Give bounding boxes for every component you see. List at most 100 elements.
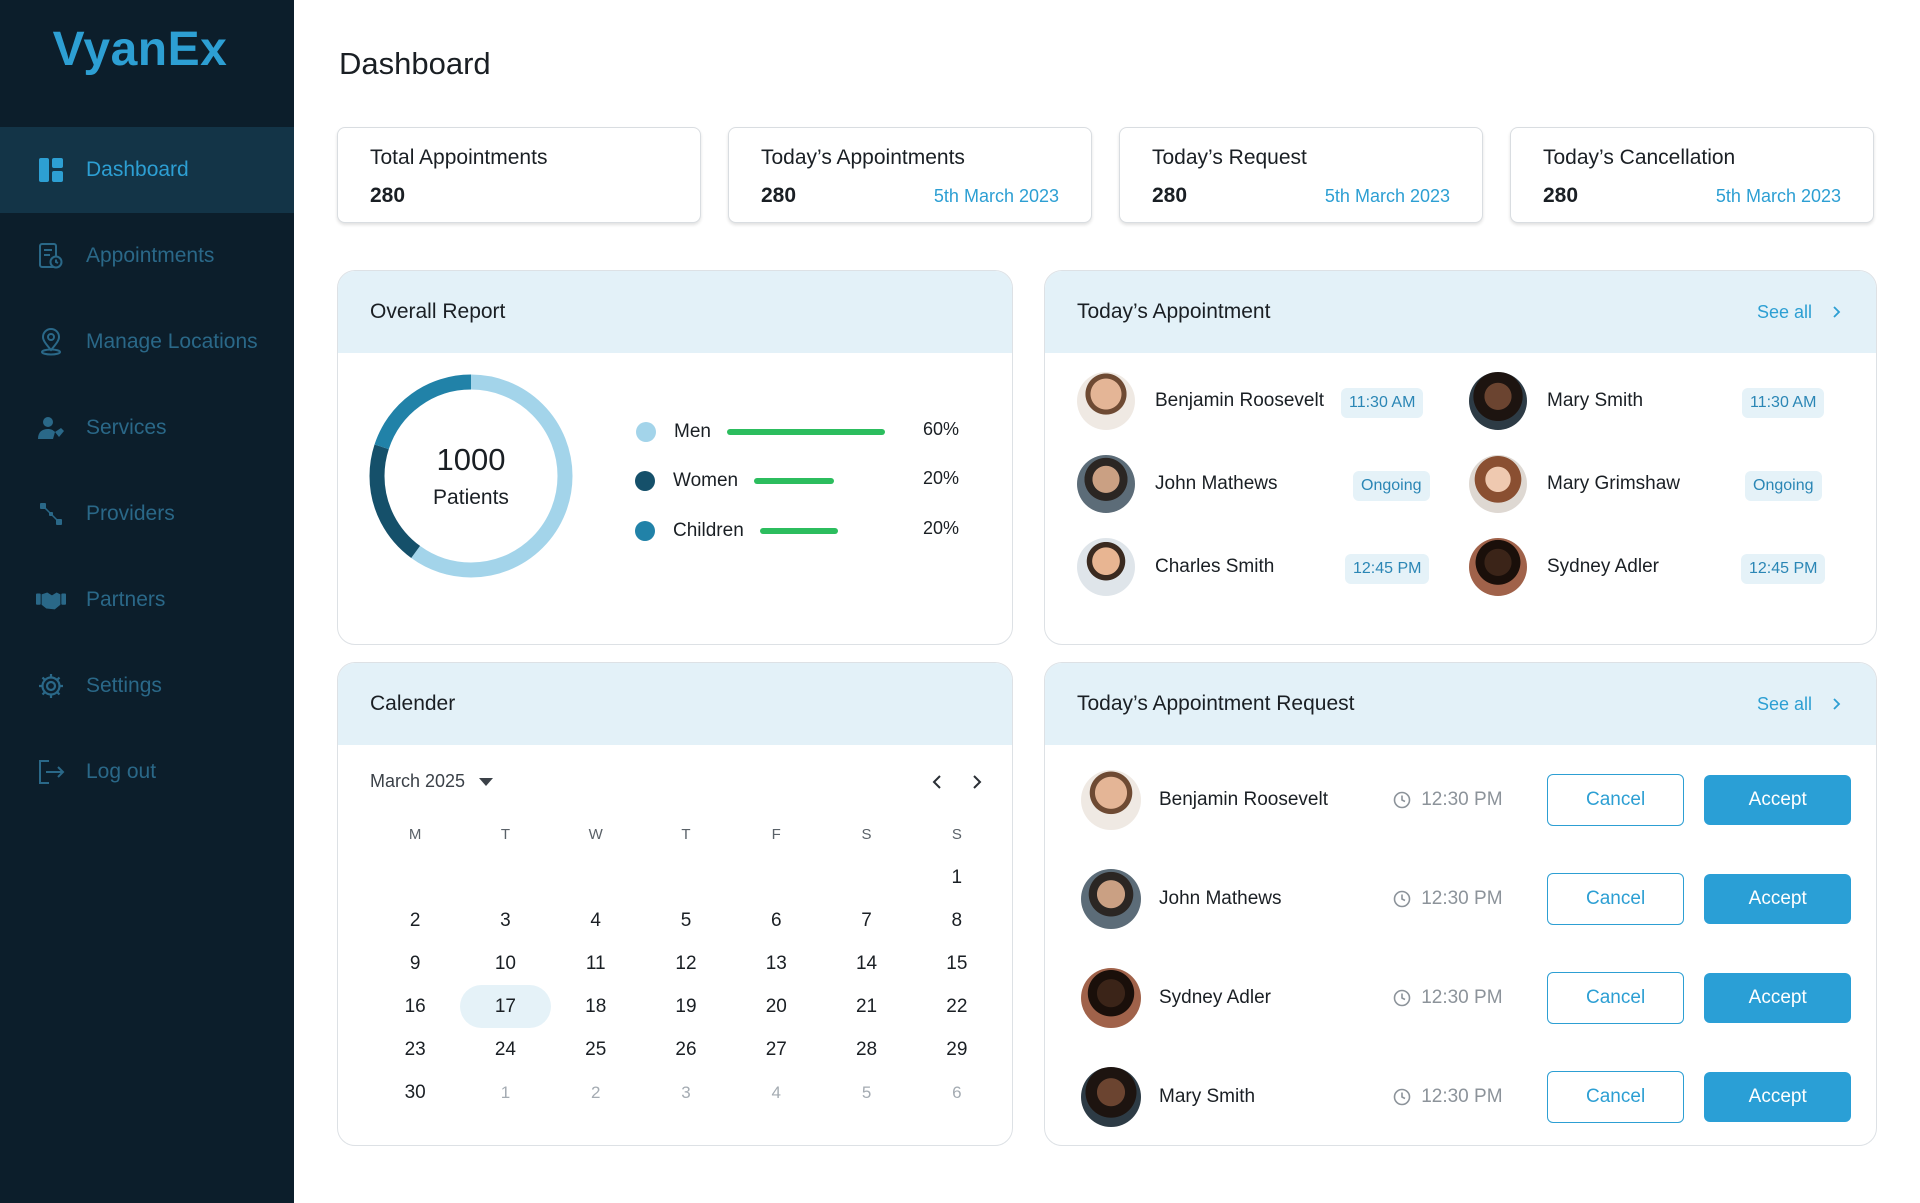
avatar (1081, 1067, 1141, 1127)
accept-button[interactable]: Accept (1704, 973, 1851, 1023)
calendar-day[interactable]: 22 (946, 995, 968, 1017)
calendar-day[interactable]: 4 (590, 909, 601, 931)
calendar-day-selected[interactable]: 17 (460, 985, 551, 1028)
calendar-empty-cell (551, 856, 641, 899)
brand-logo: VyanEx (52, 23, 228, 76)
clock-icon (1393, 791, 1411, 809)
calendar-week: 30 1 2 3 4 5 6 (370, 1071, 1002, 1114)
calendar-day[interactable]: 12 (675, 952, 697, 974)
accept-button[interactable]: Accept (1704, 1072, 1851, 1122)
dashboard-icon (36, 155, 66, 185)
prev-month-button[interactable] (924, 769, 950, 795)
chevron-right-icon (1833, 698, 1841, 710)
calendar-day[interactable]: 1 (951, 866, 963, 888)
sidebar-item-settings[interactable]: Settings (0, 643, 294, 729)
request-time: 12:30 PM (1393, 987, 1541, 1009)
next-month-button[interactable] (964, 769, 990, 795)
legend-item-women: Women (635, 468, 835, 494)
services-icon (36, 413, 66, 443)
stat-value: 280 (1543, 184, 1579, 207)
calendar-day[interactable]: 14 (855, 952, 878, 974)
overall-report-card: Overall Report 1000 Patients Men 60% Wom… (337, 270, 1013, 645)
sidebar-item-appointments[interactable]: Appointments (0, 213, 294, 299)
calendar-day[interactable]: 2 (409, 909, 421, 931)
cancel-button[interactable]: Cancel (1546, 873, 1685, 925)
calendar-empty-cell (821, 856, 911, 899)
calendar-day[interactable]: 27 (765, 1038, 787, 1060)
avatar (1081, 869, 1141, 929)
calendar-day[interactable]: 7 (861, 909, 872, 931)
calendar-day[interactable]: 24 (494, 1038, 516, 1060)
avatar (1469, 455, 1527, 513)
calendar-day[interactable]: 29 (946, 1038, 968, 1060)
see-all-link[interactable]: See all (1757, 302, 1844, 323)
status-badge: 12:45 PM (1345, 554, 1430, 584)
calendar-day-outside[interactable]: 1 (500, 1082, 511, 1102)
calendar-day-outside[interactable]: 4 (771, 1082, 781, 1102)
request-row: Mary Smith 12:30 PM Cancel Accept (1081, 1067, 1851, 1127)
appointment-item[interactable]: Mary Smith 11:30 AM (1469, 372, 1849, 430)
sidebar-item-label: Settings (86, 674, 162, 697)
cancel-button[interactable]: Cancel (1546, 774, 1685, 826)
appointment-item[interactable]: Mary Grimshaw Ongoing (1469, 455, 1849, 513)
calendar-day[interactable]: 30 (404, 1081, 426, 1103)
calendar-day[interactable]: 20 (765, 995, 787, 1017)
calendar-day[interactable]: 8 (951, 909, 963, 931)
calendar-day[interactable]: 26 (675, 1038, 697, 1060)
calendar-day[interactable]: 5 (680, 909, 692, 931)
legend-name: Women (673, 470, 739, 491)
calendar-day[interactable]: 3 (500, 909, 511, 931)
weekday-label: T (681, 826, 691, 843)
calendar-day[interactable]: 21 (855, 995, 878, 1017)
appointment-item[interactable]: John Mathews Ongoing (1077, 455, 1437, 513)
calendar-day-outside[interactable]: 5 (861, 1082, 872, 1102)
calendar-day[interactable]: 15 (946, 952, 968, 974)
page-title: Dashboard (339, 46, 491, 81)
weekday-label: T (500, 826, 510, 843)
appointment-name: Sydney Adler (1547, 556, 1659, 577)
calendar-day[interactable]: 18 (585, 995, 607, 1017)
calendar-day[interactable]: 10 (494, 952, 516, 974)
month-dropdown[interactable]: March 2025 (370, 771, 494, 792)
calendar-day[interactable]: 9 (409, 952, 421, 974)
sidebar-item-label: Manage Locations (86, 330, 258, 353)
calendar-week: 9 10 11 12 13 14 15 (370, 942, 1002, 985)
calendar-day[interactable]: 11 (585, 952, 606, 974)
appointment-item[interactable]: Sydney Adler 12:45 PM (1469, 538, 1849, 596)
accept-button[interactable]: Accept (1704, 775, 1851, 825)
calendar-day[interactable]: 6 (770, 909, 782, 931)
calendar-day-outside[interactable]: 6 (952, 1082, 962, 1102)
calendar-day[interactable]: 25 (585, 1038, 607, 1060)
cancel-button[interactable]: Cancel (1546, 1071, 1685, 1123)
accept-button[interactable]: Accept (1704, 874, 1851, 924)
sidebar-item-providers[interactable]: Providers (0, 471, 294, 557)
sidebar-item-label: Services (86, 416, 167, 439)
sidebar-item-partners[interactable]: Partners (0, 557, 294, 643)
calendar-day[interactable]: 23 (404, 1038, 426, 1060)
calendar-day[interactable]: 13 (765, 952, 787, 974)
sidebar-item-manage-locations[interactable]: Manage Locations (0, 299, 294, 385)
calendar-day-outside[interactable]: 2 (590, 1082, 601, 1102)
avatar (1081, 770, 1141, 830)
calendar-empty-cell (460, 856, 550, 899)
sidebar-item-services[interactable]: Services (0, 385, 294, 471)
calendar-day[interactable]: 28 (855, 1038, 878, 1060)
calendar-day[interactable]: 19 (675, 995, 697, 1017)
calendar-empty-cell (641, 856, 731, 899)
request-time-label: 12:30 PM (1421, 1086, 1503, 1107)
cancel-button[interactable]: Cancel (1546, 972, 1685, 1024)
card-title: Overall Report (370, 300, 506, 323)
avatar (1077, 372, 1135, 430)
calendar-day-outside[interactable]: 3 (681, 1082, 691, 1102)
appointment-name: John Mathews (1155, 473, 1278, 494)
patients-label: Patients (433, 486, 509, 509)
sidebar-item-dashboard[interactable]: Dashboard (0, 127, 294, 213)
sidebar-item-label: Dashboard (86, 158, 189, 181)
calendar-day[interactable]: 16 (404, 995, 426, 1017)
avatar (1077, 538, 1135, 596)
appointment-item[interactable]: Benjamin Roosevelt 11:30 AM (1077, 372, 1437, 430)
see-all-link[interactable]: See all (1757, 694, 1844, 715)
sidebar-item-logout[interactable]: Log out (0, 729, 294, 815)
appointment-item[interactable]: Charles Smith 12:45 PM (1077, 538, 1437, 596)
status-badge: Ongoing (1353, 471, 1430, 501)
